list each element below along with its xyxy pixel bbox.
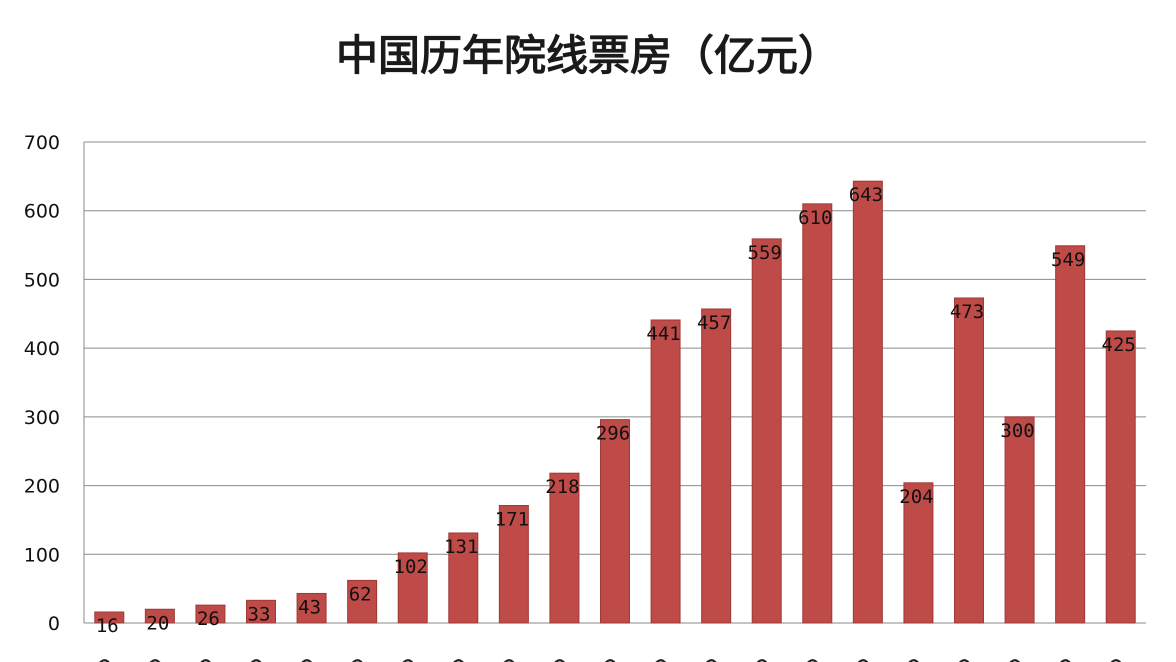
data-label-11: 441 — [646, 323, 680, 345]
bar-20 — [1105, 330, 1136, 624]
bar-10 — [600, 419, 630, 624]
bar-17 — [954, 297, 984, 624]
y-tick-label-700: 700 — [24, 132, 60, 154]
bar-9 — [549, 472, 580, 624]
data-label-14: 610 — [798, 207, 832, 229]
data-label-8: 171 — [495, 508, 529, 530]
y-tick-label-300: 300 — [24, 407, 60, 429]
data-label-1: 20 — [146, 612, 169, 634]
bar-19 — [1055, 245, 1086, 624]
bar-13 — [751, 238, 782, 624]
bar-7 — [448, 532, 479, 624]
bar-1 — [144, 608, 175, 624]
y-axis-ticks: 0 100 200 300 400 500 600 700 — [24, 132, 60, 635]
data-labels: 16 20 26 33 43 62 102 131 171 218 296 441 457 559 610 6… — [96, 184, 1136, 637]
data-label-12: 457 — [697, 312, 731, 334]
data-label-3: 33 — [248, 603, 271, 625]
bar-12 — [701, 308, 732, 624]
data-label-4: 43 — [298, 596, 321, 618]
data-label-10: 296 — [596, 423, 630, 445]
data-label-7: 131 — [444, 536, 478, 558]
y-tick-label-200: 200 — [24, 476, 60, 498]
data-label-5: 62 — [349, 583, 372, 605]
bar-16 — [903, 482, 934, 624]
bar-14 — [802, 203, 833, 624]
bar-5 — [347, 579, 378, 624]
chart-title: 中国历年院线票房（亿元） — [335, 31, 840, 80]
bar-0 — [94, 611, 125, 624]
bar-2 — [195, 604, 226, 624]
data-label-0: 16 — [96, 615, 119, 637]
y-tick-label-100: 100 — [24, 544, 60, 566]
y-tick-label-500: 500 — [24, 269, 60, 291]
bar-11 — [650, 319, 681, 624]
bar-3 — [246, 599, 276, 624]
data-label-6: 102 — [394, 556, 428, 578]
bar-6 — [397, 552, 428, 624]
data-label-9: 218 — [545, 476, 579, 498]
y-tick-label-0: 0 — [48, 613, 60, 635]
data-label-2: 26 — [197, 608, 220, 630]
data-label-19: 549 — [1051, 249, 1085, 271]
bar-15 — [852, 180, 883, 624]
data-label-17: 473 — [950, 301, 984, 323]
bar-4 — [296, 592, 327, 624]
data-label-13: 559 — [748, 242, 782, 264]
bar-8 — [498, 504, 529, 624]
data-label-16: 204 — [899, 486, 933, 508]
data-label-18: 300 — [1000, 420, 1034, 442]
data-label-15: 643 — [849, 184, 883, 206]
y-tick-label-400: 400 — [24, 338, 60, 360]
data-label-20: 425 — [1102, 334, 1136, 356]
bars — [94, 180, 1136, 624]
bar-18 — [1004, 416, 1035, 624]
y-tick-label-600: 600 — [24, 201, 60, 223]
